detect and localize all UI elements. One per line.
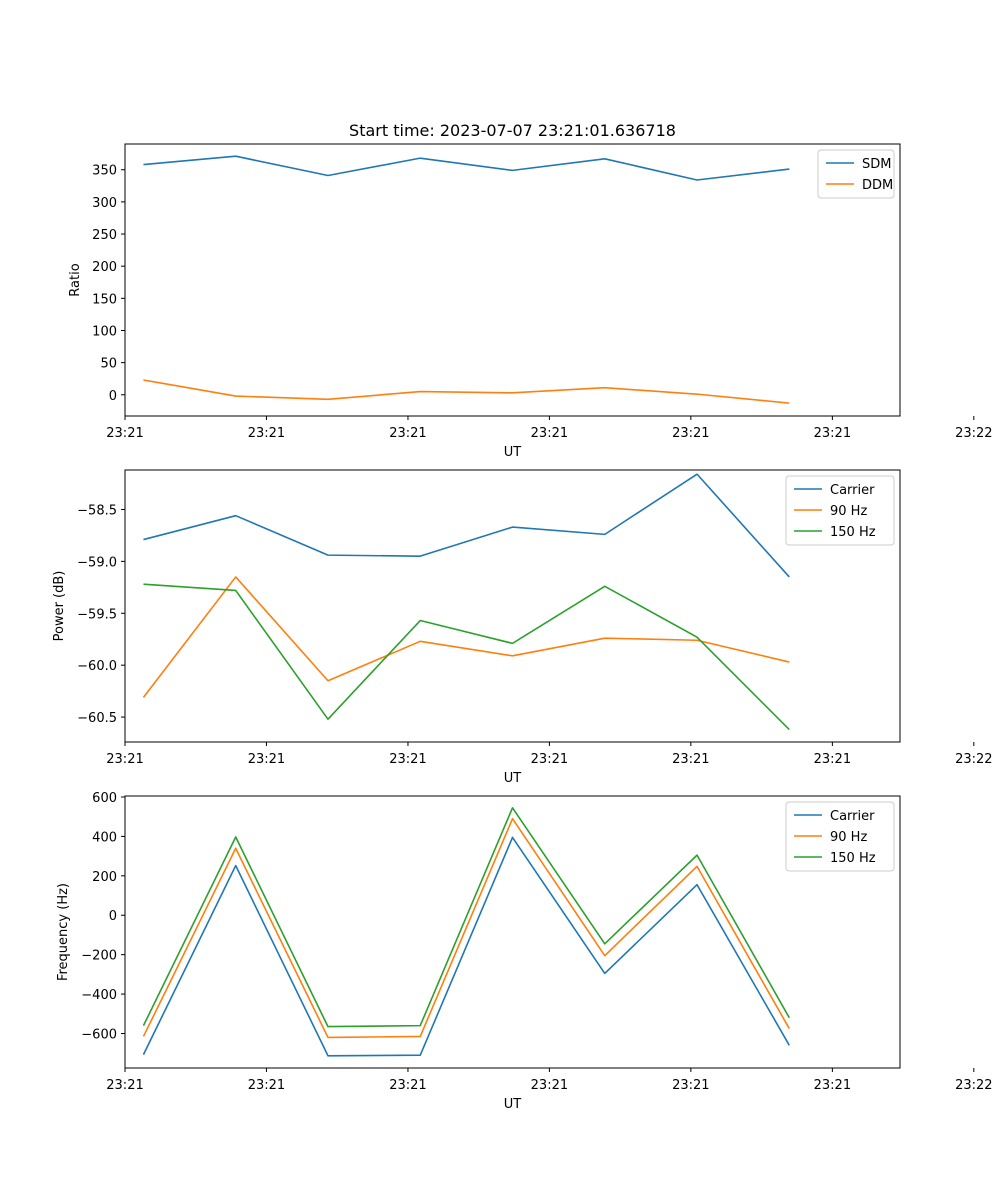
x-tick-label: 23:21 — [814, 1078, 851, 1093]
series-line-sdm — [143, 155, 790, 181]
y-tick-label: −60.0 — [77, 659, 117, 674]
y-axis-label: Ratio — [68, 263, 83, 296]
y-tick-label: −60.5 — [77, 711, 117, 726]
y-tick-label: 0 — [109, 389, 117, 404]
x-tick-label: 23:21 — [248, 426, 285, 441]
y-tick-label: −400 — [81, 988, 117, 1003]
y-tick-label: −59.0 — [77, 555, 117, 570]
legend-label: 90 Hz — [830, 830, 867, 845]
x-tick-label: 23:21 — [672, 1078, 709, 1093]
x-tick-label: 23:22 — [955, 426, 992, 441]
x-tick-label: 23:21 — [248, 752, 285, 767]
x-tick-label: 23:21 — [106, 1078, 143, 1093]
legend: SDM DDM — [817, 149, 895, 199]
legend-label: 150 Hz — [830, 525, 876, 540]
x-axis-label: UT — [504, 445, 522, 460]
y-tick-label: 0 — [109, 909, 117, 924]
x-tick-label: 23:21 — [389, 1078, 426, 1093]
y-tick-label: 350 — [92, 164, 117, 179]
legend-label: 90 Hz — [830, 504, 867, 519]
x-tick-label: 23:21 — [106, 426, 143, 441]
legend-box — [785, 801, 895, 872]
y-tick-label: 200 — [92, 260, 117, 275]
y-axis-label: Power (dB) — [52, 571, 67, 642]
x-tick-label: 23:21 — [389, 752, 426, 767]
axes-frame — [124, 469, 901, 743]
x-tick-label: 23:22 — [955, 752, 992, 767]
legend-box — [785, 475, 895, 546]
y-tick-label: 400 — [92, 830, 117, 845]
y-tick-label: 250 — [92, 228, 117, 243]
panels: 23:21 23:21 23:21 23:21 23:21 23:21 23:22 0 50 10… — [52, 121, 993, 1112]
y-tick-label: 150 — [92, 292, 117, 307]
series-line-90-hz — [142, 576, 790, 698]
series-line-carrier — [142, 836, 790, 1057]
y-tick-label: 100 — [92, 324, 117, 339]
y-tick-label: 300 — [92, 196, 117, 211]
legend: Carrier 90 Hz 150 Hz — [785, 801, 895, 872]
legend-box — [817, 149, 895, 199]
series-line-150-hz — [142, 807, 790, 1028]
x-tick-label: 23:22 — [955, 1078, 992, 1093]
series-line-150-hz — [143, 583, 790, 731]
chart-panel-2: 23:21 23:21 23:21 23:21 23:21 23:21 23:22 −60.5… — [52, 469, 993, 786]
x-tick-label: 23:21 — [531, 1078, 568, 1093]
legend-label: Carrier — [830, 483, 875, 498]
x-tick-label: 23:21 — [389, 426, 426, 441]
legend: Carrier 90 Hz 150 Hz — [785, 475, 895, 546]
axes-frame — [124, 795, 901, 1069]
x-tick-label: 23:21 — [814, 752, 851, 767]
x-tick-label: 23:21 — [814, 426, 851, 441]
series-line-90-hz — [142, 817, 790, 1039]
legend-label: DDM — [862, 178, 893, 193]
x-tick-label: 23:21 — [248, 1078, 285, 1093]
y-axis-label: Frequency (Hz) — [56, 883, 71, 981]
chart-title: Start time: 2023-07-07 23:21:01.636718 — [349, 121, 676, 140]
x-tick-label: 23:21 — [106, 752, 143, 767]
x-axis-label: UT — [504, 1097, 522, 1112]
x-tick-label: 23:21 — [531, 752, 568, 767]
chart-panel-3: 23:21 23:21 23:21 23:21 23:21 23:21 23:22 −600 −… — [56, 791, 993, 1112]
series-line-carrier — [143, 473, 790, 578]
chart-panel-1: 23:21 23:21 23:21 23:21 23:21 23:21 23:22 0 50 10… — [68, 121, 993, 460]
legend-label: Carrier — [830, 809, 875, 824]
x-tick-label: 23:21 — [672, 426, 709, 441]
legend-label: 150 Hz — [830, 851, 876, 866]
y-tick-label: 200 — [92, 870, 117, 885]
y-tick-label: −59.5 — [77, 607, 117, 622]
y-tick-label: −200 — [81, 949, 117, 964]
y-tick-label: −58.5 — [77, 503, 117, 518]
series-line-ddm — [143, 379, 790, 404]
legend-label: SDM — [862, 157, 891, 172]
x-axis-label: UT — [504, 771, 522, 786]
x-tick-label: 23:21 — [672, 752, 709, 767]
y-tick-label: −600 — [81, 1028, 117, 1043]
x-tick-label: 23:21 — [531, 426, 568, 441]
y-tick-label: 50 — [100, 357, 117, 372]
axes-frame — [124, 143, 901, 417]
y-tick-label: 600 — [92, 791, 117, 806]
